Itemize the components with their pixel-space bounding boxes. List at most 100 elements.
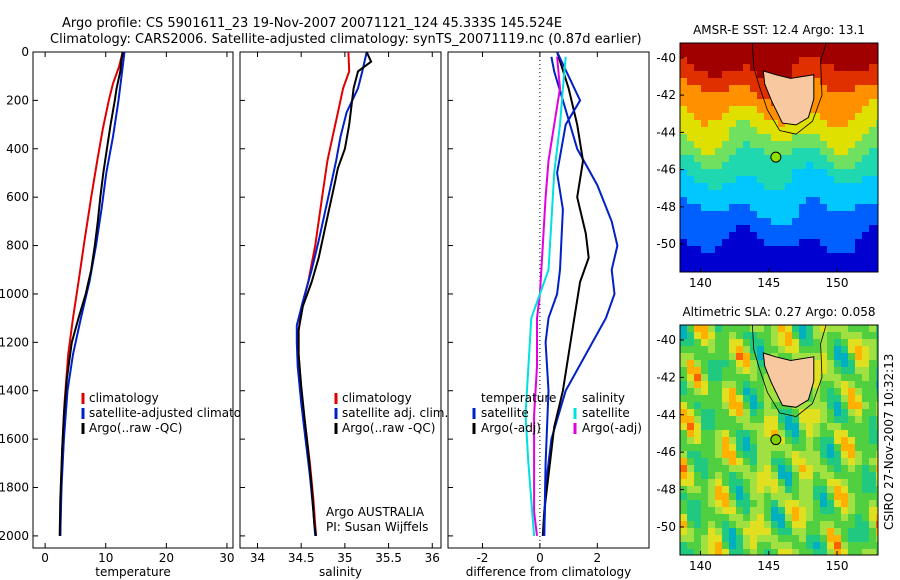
sst_map-cell [827, 183, 835, 191]
sst_map-cell [813, 64, 821, 72]
sst_map-cell [757, 134, 765, 142]
sst_map-cell [862, 99, 870, 107]
sst_map-cell [757, 106, 765, 114]
sla_map-cell [834, 549, 842, 556]
sla_map-cell [848, 472, 856, 480]
sla_map-cell [799, 479, 807, 487]
sst_map-cell [680, 134, 688, 142]
sst_map-cell [792, 267, 800, 273]
sla_map-cell [750, 472, 758, 480]
sst_map-cell [813, 134, 821, 142]
sla_map-cell [827, 353, 835, 361]
sla_map-cell [862, 325, 870, 333]
sst_map-cell [750, 232, 758, 240]
sla_map-cell [743, 423, 751, 431]
sst_map-cell [680, 162, 688, 170]
sst_map-cell [757, 64, 765, 72]
sla_map-cell [806, 542, 814, 550]
sla_map-cell [841, 451, 849, 459]
sla_map-cell [778, 528, 786, 536]
sla_map-cell [778, 493, 786, 501]
sst_map-cell [722, 99, 730, 107]
sst_map-cell [785, 225, 793, 233]
sst_map-cell [694, 113, 702, 121]
sst_map-cell [834, 267, 842, 273]
sst_map-cell [680, 253, 688, 261]
sla_map-cell [764, 528, 772, 536]
sst_map-cell [743, 71, 751, 79]
sla_map-cell [736, 325, 744, 333]
sst_map-cell [757, 99, 765, 107]
sst_map-cell [750, 106, 758, 114]
sla_map-cell [806, 409, 814, 417]
sla_map-cell [694, 500, 702, 508]
sla_map-cell [841, 437, 849, 445]
sla_map-cell [701, 479, 709, 487]
sst_map-cell [680, 50, 688, 58]
sst_map-cell [743, 232, 751, 240]
sla_map-cell [841, 500, 849, 508]
sla_map-cell [743, 514, 751, 522]
sst_map-cell [687, 141, 695, 149]
sst_map-cell [834, 92, 842, 100]
sst_map-cell [694, 50, 702, 58]
sst_map-cell [876, 253, 879, 261]
sst_map-cell [764, 57, 772, 65]
sst_map-cell [806, 211, 814, 219]
sst_map-cell [813, 162, 821, 170]
sst_map-cell [750, 204, 758, 212]
sst_map-cell [729, 155, 737, 163]
sla_map-cell [827, 507, 835, 515]
sla_map-cell [694, 360, 702, 368]
sla_map-cell [869, 339, 877, 347]
sst_map-cell [764, 253, 772, 261]
sla_map-cell [820, 458, 828, 466]
sla_map-cell [799, 332, 807, 340]
shelf-contour [752, 42, 827, 135]
sla_map-cell [722, 381, 730, 389]
sst_map-cell [841, 232, 849, 240]
sst_map-cell [834, 57, 842, 65]
sst_map-cell [806, 183, 814, 191]
sla_map-cell [694, 409, 702, 417]
sst_map-cell [834, 50, 842, 58]
sla_map-cell [813, 381, 821, 389]
difference-xtick-label: 0 [536, 551, 544, 565]
sst_map-cell [743, 113, 751, 121]
sla_map-cell [785, 528, 793, 536]
sst_map-cell [855, 253, 863, 261]
sla_map-cell [687, 479, 695, 487]
sla_map-cell [722, 500, 730, 508]
sla_map-cell [771, 479, 779, 487]
sla_map-cell [715, 472, 723, 480]
sla_map-cell [715, 521, 723, 529]
sla_map-cell [771, 444, 779, 452]
sst_map-cell [827, 64, 835, 72]
sst_map-cell [764, 211, 772, 219]
sla_map-cell [687, 437, 695, 445]
sla_map-cell [855, 381, 863, 389]
sla_map-ytick-label: -46 [656, 445, 676, 459]
sla_map-cell [841, 416, 849, 424]
sst_map-cell [750, 246, 758, 254]
sla_map-cell [736, 528, 744, 536]
difference-xtick-label: -2 [476, 551, 488, 565]
sla_map-cell [876, 514, 879, 522]
sla_map-cell [834, 332, 842, 340]
salinity-axes-frame [239, 51, 442, 549]
sst_map-cell [855, 218, 863, 226]
sst_map-cell [820, 190, 828, 198]
sla_map-cell [855, 409, 863, 417]
sla_map-cell [785, 444, 793, 452]
sla_map-cell [680, 500, 688, 508]
sla_map-cell [827, 493, 835, 501]
sst_map-cell [848, 232, 856, 240]
sst_map-cell [834, 169, 842, 177]
sst_map-cell [813, 148, 821, 156]
sla_map-cell [778, 409, 786, 417]
sst_map-xtick-label: 150 [826, 276, 849, 290]
sst_map-cell [729, 225, 737, 233]
sla_map-cell [764, 402, 772, 410]
sla_map-cell [757, 360, 765, 368]
